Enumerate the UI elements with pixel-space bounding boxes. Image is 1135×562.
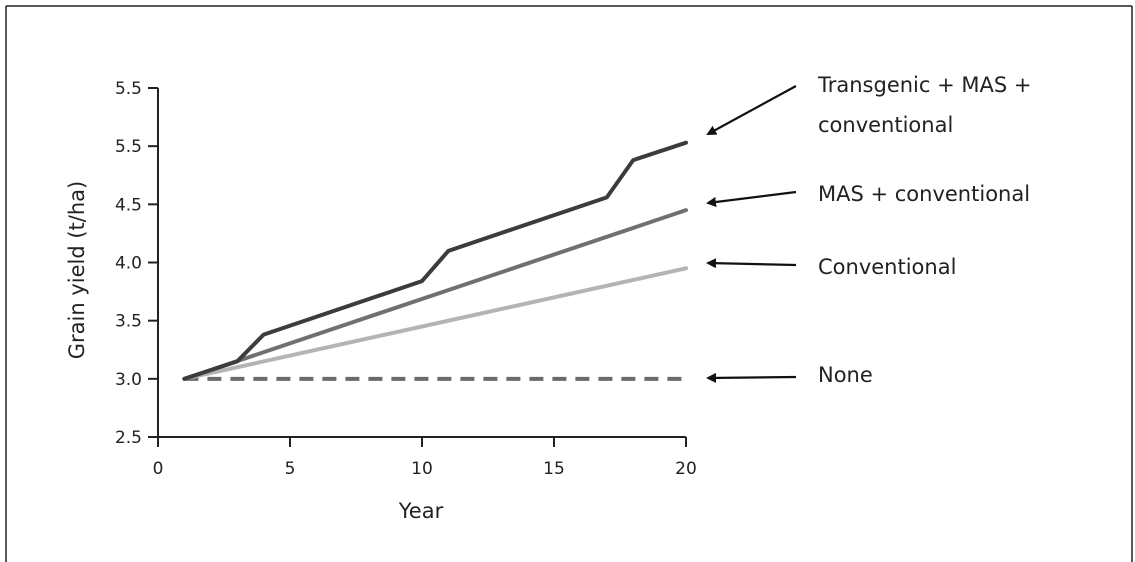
y-tick-label: 5.5 xyxy=(115,79,142,99)
series-annotation-label: Transgenic + MAS + xyxy=(817,73,1031,97)
series-line-mas-conventional xyxy=(182,208,688,381)
series-line-transgenic-mas-conventional xyxy=(182,140,688,381)
y-tick-label: 4.0 xyxy=(115,254,142,274)
y-tick-label: 5.5 xyxy=(115,137,142,157)
y-tick-label: 2.5 xyxy=(115,428,142,448)
y-tick-label: 4.5 xyxy=(115,195,142,215)
series-annotation-label: None xyxy=(818,363,873,387)
x-tick-label: 10 xyxy=(411,459,433,479)
axes: 2.5 3.0 3.5 4.0 4.5 5.5 5.5 0 5 10 15 20 xyxy=(115,79,697,479)
annotation-arrow xyxy=(706,258,797,269)
y-tick-label: 3.5 xyxy=(115,312,142,332)
series-annotation-label: Conventional xyxy=(818,255,956,279)
x-tick-label: 5 xyxy=(285,459,296,479)
series-annotation-label: MAS + conventional xyxy=(818,182,1030,206)
annotations: Transgenic + MAS + conventional MAS + conv… xyxy=(706,73,1031,387)
y-tick-label: 3.0 xyxy=(115,370,142,390)
x-axis-label: Year xyxy=(398,499,444,523)
series-layer xyxy=(182,140,688,381)
y-axis-label: Grain yield (t/ha) xyxy=(65,181,89,360)
series-line-conventional xyxy=(182,266,688,381)
series-annotation-label: conventional xyxy=(818,113,953,137)
annotation-arrow xyxy=(706,372,797,383)
x-tick-label: 20 xyxy=(675,459,697,479)
x-tick-label: 0 xyxy=(153,459,164,479)
annotation-arrow xyxy=(706,190,797,207)
annotation-arrow xyxy=(706,85,797,135)
x-tick-label: 15 xyxy=(543,459,565,479)
